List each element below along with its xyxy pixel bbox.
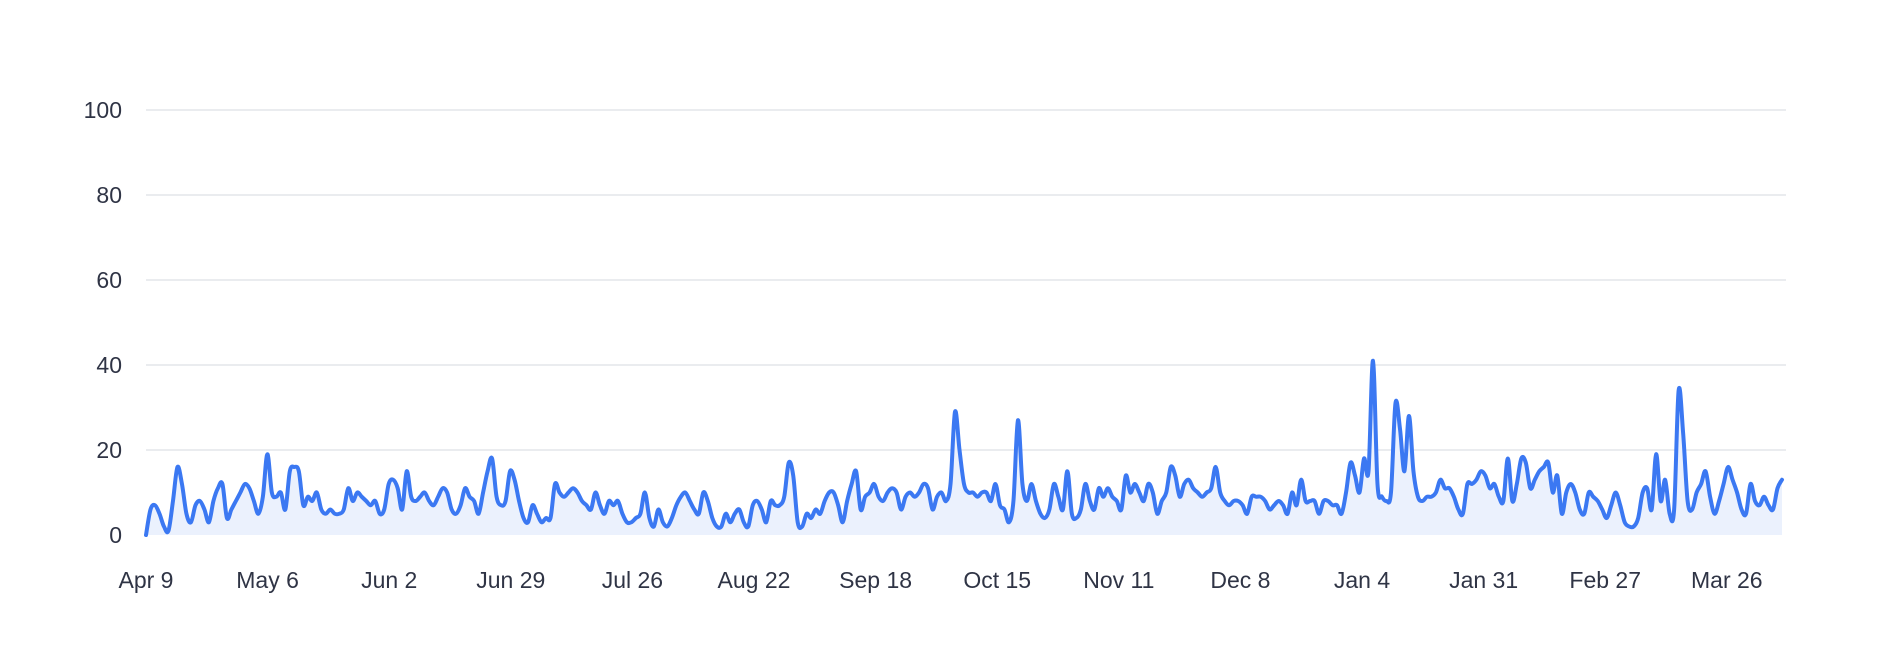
y-tick-label: 60 — [96, 267, 122, 293]
x-tick-label: Jan 31 — [1449, 567, 1518, 593]
y-tick-label: 80 — [96, 182, 122, 208]
y-tick-label: 0 — [109, 522, 122, 548]
x-tick-label: May 6 — [236, 567, 299, 593]
x-tick-label: Jul 26 — [602, 567, 663, 593]
y-tick-label: 20 — [96, 437, 122, 463]
x-axis-ticks: Apr 9 May 6 Jun 2 Jun 29 Jul 26 Aug 22 Sep 18 O… — [119, 567, 1763, 593]
series-area — [146, 360, 1782, 535]
y-tick-label: 40 — [96, 352, 122, 378]
x-tick-label: Jun 2 — [361, 567, 417, 593]
x-tick-label: Nov 11 — [1083, 567, 1154, 593]
area-fill — [146, 360, 1782, 535]
x-tick-label: Feb 27 — [1569, 567, 1641, 593]
y-axis-ticks: 0 20 40 60 80 100 — [84, 97, 122, 548]
gridlines — [146, 109, 1786, 451]
x-tick-label: Dec 8 — [1210, 567, 1270, 593]
y-tick-label: 100 — [84, 97, 122, 123]
x-tick-label: Jun 29 — [476, 567, 545, 593]
x-tick-label: Aug 22 — [718, 567, 791, 593]
x-tick-label: Oct 15 — [963, 567, 1031, 593]
x-tick-label: Apr 9 — [119, 567, 174, 593]
x-tick-label: Jan 4 — [1334, 567, 1390, 593]
x-tick-label: Sep 18 — [839, 567, 912, 593]
x-tick-label: Mar 26 — [1691, 567, 1763, 593]
series-line — [144, 358, 1784, 537]
series-line-path — [144, 358, 1784, 537]
